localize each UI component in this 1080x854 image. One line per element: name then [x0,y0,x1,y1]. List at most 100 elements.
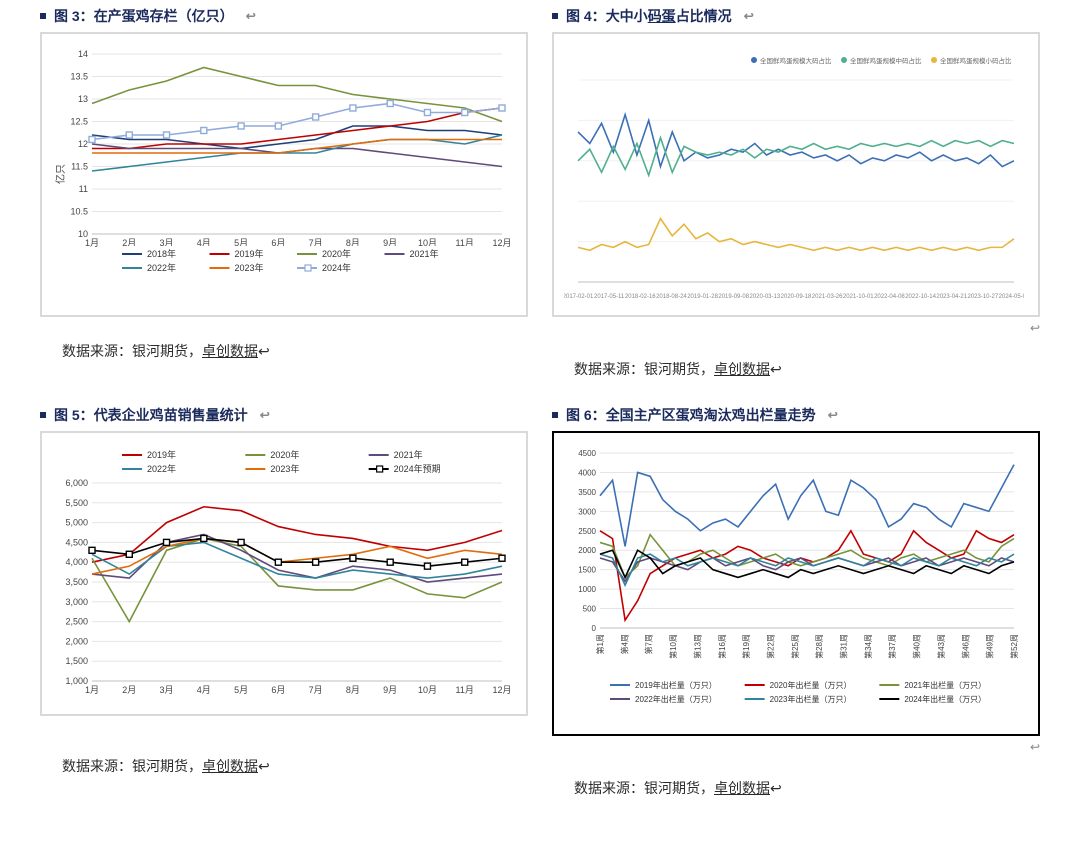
fig4-title-prefix: 图 4： [566,8,606,24]
fig4-title-b: 占比情况 [676,8,732,24]
svg-text:第34周: 第34周 [863,634,873,659]
svg-text:3,000: 3,000 [65,597,88,607]
fig5-title-text: 代表企业鸡苗销售量统计 [94,407,248,423]
svg-text:第1周: 第1周 [595,634,605,654]
svg-text:第40周: 第40周 [912,634,922,659]
page: 图 3：在产蛋鸡存栏（亿只） ↩ 1010.51111.51212.51313.… [0,0,1080,826]
fig6-title-prefix: 图 6： [566,407,606,423]
svg-text:第43周: 第43周 [936,634,946,659]
fig6-cell: 图 6：全国主产区蛋鸡淘汰鸡出栏量走势 ↩ 050010001500200025… [552,405,1040,806]
row-1: 图 3：在产蛋鸡存栏（亿只） ↩ 1010.51111.51212.51313.… [40,6,1040,387]
svg-text:12: 12 [78,139,88,149]
svg-text:第4周: 第4周 [619,634,629,654]
svg-text:14: 14 [78,49,88,59]
svg-text:2021-03-26: 2021-03-26 [812,294,843,300]
fig6-title: 图 6：全国主产区蛋鸡淘汰鸡出栏量走势 ↩ [552,405,1040,425]
svg-text:9月: 9月 [383,685,397,695]
svg-text:2023年: 2023年 [270,463,299,474]
fig4-title: 图 4：大中小码蛋占比情况 ↩ [552,6,1040,26]
svg-text:第46周: 第46周 [960,634,970,659]
svg-text:12.5: 12.5 [70,117,88,127]
svg-text:第31周: 第31周 [839,634,849,659]
source-link[interactable]: 卓创数据 [714,363,770,378]
svg-text:3000: 3000 [578,507,596,516]
fig6-title-text: 全国主产区蛋鸡淘汰鸡出栏量走势 [606,407,816,423]
svg-text:2021年: 2021年 [394,449,423,460]
svg-text:第49周: 第49周 [985,634,995,659]
fig5-svg: 2019年2020年2021年2022年2023年2024年预期1,0001,5… [52,443,512,703]
return-mark: ↩ [552,740,1040,754]
svg-text:2017-05-11: 2017-05-11 [594,294,625,300]
svg-text:2018-08-24: 2018-08-24 [656,294,687,300]
svg-text:2022年出栏量（万只）: 2022年出栏量（万只） [635,694,717,704]
svg-text:4,000: 4,000 [65,557,88,567]
svg-text:2020年: 2020年 [322,248,351,259]
svg-text:2017-02-01: 2017-02-01 [564,294,594,300]
svg-text:2019-09-08: 2019-09-08 [718,294,749,300]
svg-text:2018-02-16: 2018-02-16 [625,294,656,300]
svg-text:500: 500 [583,605,597,614]
svg-text:10月: 10月 [418,685,437,695]
svg-text:2019年出栏量（万只）: 2019年出栏量（万只） [635,680,717,690]
svg-text:2020年: 2020年 [270,449,299,460]
fig3-title: 图 3：在产蛋鸡存栏（亿只） ↩ [40,6,528,26]
svg-text:2021年: 2021年 [410,248,439,259]
bullet-icon [552,412,558,418]
svg-text:2024年: 2024年 [322,262,351,273]
svg-text:2022-10-14: 2022-10-14 [905,294,936,300]
svg-text:10.5: 10.5 [70,207,88,217]
fig3-svg: 1010.51111.51212.51313.5141月2月3月4月5月6月7月… [52,44,512,304]
return-mark: ↩ [744,9,754,23]
fig5-source: 数据来源：银河期货，卓创数据↩ [62,756,528,776]
svg-text:5,500: 5,500 [65,498,88,508]
svg-text:2021年出栏量（万只）: 2021年出栏量（万只） [904,680,986,690]
svg-text:11.5: 11.5 [71,162,88,172]
return-mark: ↩ [552,321,1040,335]
svg-text:4000: 4000 [578,468,596,477]
svg-text:13.5: 13.5 [70,72,88,82]
source-link[interactable]: 卓创数据 [202,760,258,775]
svg-text:1月: 1月 [85,238,99,248]
svg-text:2023-04-21: 2023-04-21 [936,294,967,300]
fig3-cell: 图 3：在产蛋鸡存栏（亿只） ↩ 1010.51111.51212.51313.… [40,6,528,387]
svg-text:第28周: 第28周 [814,634,824,659]
svg-text:2020年出栏量（万只）: 2020年出栏量（万只） [770,680,852,690]
svg-text:2023年: 2023年 [235,262,264,273]
svg-text:2021-10-01: 2021-10-01 [843,294,874,300]
svg-text:12月: 12月 [492,685,511,695]
fig4-source: 数据来源：银河期货，卓创数据↩ [574,359,1040,379]
svg-text:2022年: 2022年 [147,463,176,474]
return-mark: ↩ [260,408,270,422]
bullet-icon [552,13,558,19]
svg-text:2,000: 2,000 [65,636,88,646]
source-link[interactable]: 卓创数据 [202,345,258,360]
fig4-svg: 全国鲜鸡蛋规模大码占比全国鲜鸡蛋规模中码占比全国鲜鸡蛋规模小码占比2017-02… [564,44,1024,304]
svg-text:2,500: 2,500 [65,617,88,627]
source-prefix: 数据来源：银河期货， [574,363,714,378]
svg-text:2023年出栏量（万只）: 2023年出栏量（万只） [770,694,852,704]
fig3-title-prefix: 图 3： [54,8,94,24]
svg-text:2019年: 2019年 [147,449,176,460]
svg-text:全国鲜鸡蛋规模大码占比: 全国鲜鸡蛋规模大码占比 [760,56,832,65]
svg-text:2500: 2500 [578,527,596,536]
fig5-title-prefix: 图 5： [54,407,94,423]
svg-text:3,500: 3,500 [65,577,88,587]
row-2: 图 5：代表企业鸡苗销售量统计 ↩ 2019年 2020年 2021年 2022年 20… [40,405,1040,806]
svg-text:3月: 3月 [160,685,174,695]
fig3-title-text: 在产蛋鸡存栏（亿只） [94,8,234,24]
svg-text:2019年: 2019年 [235,248,264,259]
svg-text:全国鲜鸡蛋规模中码占比: 全国鲜鸡蛋规模中码占比 [850,56,922,65]
fig3-chart: 1010.51111.51212.51313.5141月2月3月4月5月6月7月… [40,32,528,317]
svg-text:2024年预期: 2024年预期 [394,463,441,474]
svg-text:1,500: 1,500 [65,656,88,666]
svg-text:11月: 11月 [456,685,474,695]
svg-text:11: 11 [79,184,88,194]
svg-text:0: 0 [592,624,597,633]
source-link[interactable]: 卓创数据 [714,782,770,797]
svg-text:4月: 4月 [197,685,211,695]
svg-text:亿只: 亿只 [54,164,67,184]
svg-text:2019-01-28: 2019-01-28 [687,294,718,300]
svg-text:12月: 12月 [492,238,511,248]
fig5-chart: 2019年2020年2021年2022年2023年2024年预期1,0001,5… [40,431,528,716]
svg-text:2022年: 2022年 [147,262,176,273]
